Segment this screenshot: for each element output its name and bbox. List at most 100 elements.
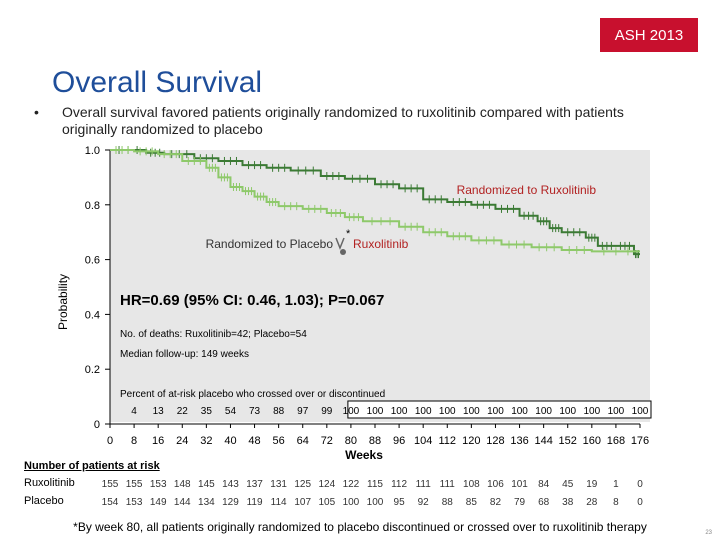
at-risk-ruxolitinib-value: 131 xyxy=(270,479,287,490)
at-risk-placebo-value: 154 xyxy=(102,497,119,508)
crossover-percent-value: 73 xyxy=(249,406,261,417)
crossover-percent-value: 88 xyxy=(273,406,285,417)
x-tick-label: 112 xyxy=(438,435,456,447)
at-risk-header: Number of patients at risk xyxy=(24,460,160,472)
crossover-percent-value: 100 xyxy=(559,406,576,417)
at-risk-placebo-value: 149 xyxy=(150,497,167,508)
at-risk-ruxolitinib-value: 111 xyxy=(440,479,456,490)
crossover-percent-value: 100 xyxy=(439,406,456,417)
at-risk-placebo-value: 38 xyxy=(562,497,574,508)
x-tick-label: 96 xyxy=(393,435,405,447)
at-risk-placebo-value: 107 xyxy=(294,497,311,508)
crossover-percent-value: 22 xyxy=(177,406,189,417)
at-risk-ruxolitinib-value: 148 xyxy=(174,479,191,490)
bullet-dot: • xyxy=(34,104,39,120)
at-risk-ruxolitinib-value: 1 xyxy=(613,479,619,490)
x-tick-label: 88 xyxy=(369,435,381,447)
label-randomized-placebo: Randomized to Placebo xyxy=(206,237,334,251)
x-axis-label: Weeks xyxy=(345,448,383,462)
crossover-percent-value: 4 xyxy=(131,406,137,417)
x-tick-label: 152 xyxy=(559,435,577,447)
crossover-percent-value: 99 xyxy=(321,406,333,417)
hazard-ratio-text: HR=0.69 (95% CI: 0.46, 1.03); P=0.067 xyxy=(120,292,384,309)
footnote: *By week 80, all patients originally ran… xyxy=(73,520,647,534)
followup-text: Median follow-up: 149 weeks xyxy=(120,349,249,360)
at-risk-placebo-value: 153 xyxy=(126,497,143,508)
crossover-percent-value: 100 xyxy=(415,406,432,417)
at-risk-ruxolitinib-value: 143 xyxy=(222,479,239,490)
crossover-percent-value: 100 xyxy=(535,406,552,417)
x-tick-label: 160 xyxy=(583,435,601,447)
crossover-percent-value: 54 xyxy=(225,406,237,417)
y-tick-label: 1.0 xyxy=(85,145,100,157)
x-tick-label: 16 xyxy=(152,435,164,447)
x-tick-label: 104 xyxy=(414,435,432,447)
crossover-percent-value: 100 xyxy=(391,406,408,417)
crossover-asterisk: * xyxy=(346,228,351,240)
at-risk-placebo-value: 105 xyxy=(318,497,335,508)
x-tick-label: 120 xyxy=(462,435,480,447)
at-risk-placebo-value: 79 xyxy=(514,497,526,508)
at-risk-ruxolitinib-value: 153 xyxy=(150,479,167,490)
at-risk-ruxolitinib-value: 155 xyxy=(126,479,143,490)
y-tick-label: 0.8 xyxy=(85,200,100,212)
at-risk-ruxolitinib-value: 108 xyxy=(463,479,480,490)
at-risk-ruxolitinib-value: 137 xyxy=(246,479,263,490)
at-risk-placebo-value: 144 xyxy=(174,497,191,508)
at-risk-ruxolitinib-value: 106 xyxy=(487,479,504,490)
x-tick-label: 176 xyxy=(631,435,649,447)
at-risk-placebo-value: 100 xyxy=(343,497,360,508)
plot-area xyxy=(110,150,650,422)
y-tick-label: 0.2 xyxy=(85,364,100,376)
y-tick-label: 0.4 xyxy=(85,309,100,321)
at-risk-placebo-value: 114 xyxy=(271,497,287,508)
y-tick-label: 0.6 xyxy=(85,255,100,267)
crossover-caption: Percent of at-risk placebo who crossed o… xyxy=(120,389,385,400)
crossover-percent-value: 100 xyxy=(608,406,625,417)
x-tick-label: 136 xyxy=(510,435,528,447)
at-risk-placebo-value: 68 xyxy=(538,497,550,508)
x-tick-label: 168 xyxy=(607,435,625,447)
at-risk-ruxolitinib-value: 124 xyxy=(318,479,335,490)
x-tick-label: 40 xyxy=(224,435,236,447)
deaths-text: No. of deaths: Ruxolitinib=42; Placebo=5… xyxy=(120,329,307,340)
x-tick-label: 48 xyxy=(248,435,260,447)
label-randomized-ruxolitinib: Randomized to Ruxolitinib xyxy=(457,183,597,197)
at-risk-ruxolitinib-value: 45 xyxy=(562,479,574,490)
at-risk-placebo-value: 88 xyxy=(442,497,454,508)
label-crossover-ruxolitinib: Ruxolitinib xyxy=(353,237,409,251)
at-risk-ruxolitinib-value: 84 xyxy=(538,479,550,490)
crossover-percent-value: 100 xyxy=(632,406,649,417)
x-tick-label: 80 xyxy=(345,435,357,447)
crossover-percent-value: 13 xyxy=(153,406,165,417)
at-risk-ruxolitinib-value: 0 xyxy=(637,479,643,490)
at-risk-placebo-value: 92 xyxy=(418,497,430,508)
slide-title: Overall Survival xyxy=(52,66,263,99)
at-risk-placebo-value: 82 xyxy=(490,497,502,508)
bullet-text: Overall survival favored patients origin… xyxy=(62,104,624,137)
crossover-percent-value: 100 xyxy=(463,406,480,417)
at-risk-ruxolitinib-value: 145 xyxy=(198,479,215,490)
at-risk-ruxolitinib-value: 111 xyxy=(416,479,432,490)
crossover-percent-value: 100 xyxy=(343,406,360,417)
at-risk-placebo-value: 100 xyxy=(367,497,384,508)
x-tick-label: 56 xyxy=(273,435,285,447)
crossover-percent-value: 100 xyxy=(367,406,384,417)
x-tick-label: 8 xyxy=(131,435,137,447)
crossover-arrow xyxy=(335,237,345,251)
at-risk-ruxolitinib-value: 122 xyxy=(343,479,360,490)
page-number: 23 xyxy=(705,530,712,536)
at-risk-ruxolitinib-value: 115 xyxy=(367,479,383,490)
x-tick-label: 0 xyxy=(107,435,113,447)
y-tick-label: 0 xyxy=(94,419,100,431)
x-tick-label: 128 xyxy=(486,435,504,447)
x-tick-label: 72 xyxy=(321,435,333,447)
at-risk-label-placebo: Placebo xyxy=(24,495,64,507)
crossover-percent-value: 97 xyxy=(297,406,309,417)
x-tick-label: 144 xyxy=(534,435,552,447)
at-risk-ruxolitinib-value: 19 xyxy=(586,479,598,490)
at-risk-placebo-value: 85 xyxy=(466,497,478,508)
crossover-percent-value: 35 xyxy=(201,406,213,417)
at-risk-label-ruxolitinib: Ruxolitinib xyxy=(24,477,75,489)
